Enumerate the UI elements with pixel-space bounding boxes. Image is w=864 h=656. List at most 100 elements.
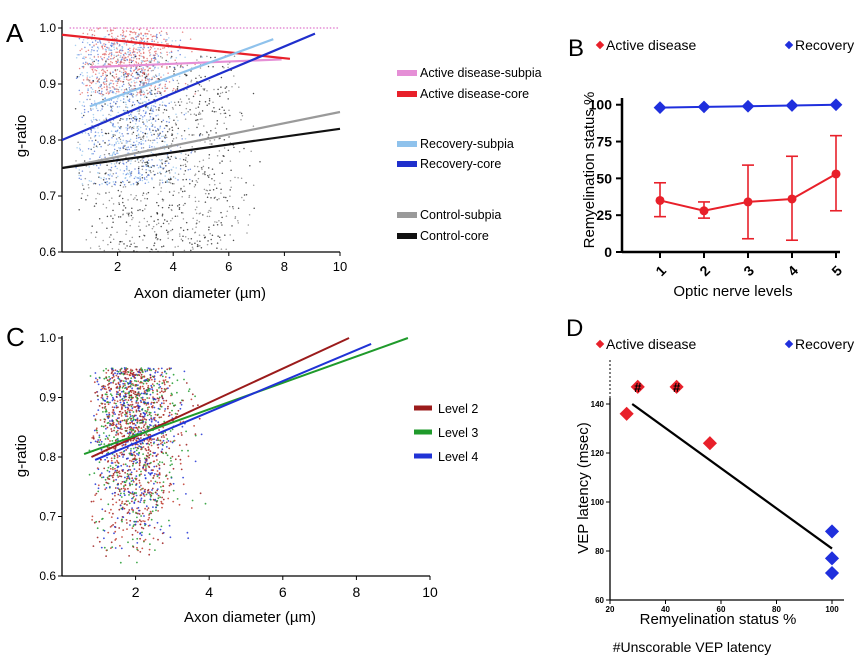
scatter-dot [152, 438, 154, 441]
legend-swatch [397, 141, 417, 147]
scatter-dot [140, 534, 143, 537]
scatter-dot [125, 449, 128, 451]
scatter-dot [90, 29, 93, 31]
scatter-dot [113, 491, 116, 494]
scatter-dot [107, 466, 110, 469]
scatter-dot [208, 215, 211, 218]
scatter-dot [156, 164, 158, 166]
scatter-dot [138, 419, 141, 422]
scatter-dot [123, 492, 125, 495]
scatter-dot [88, 62, 90, 65]
scatter-dot [111, 415, 114, 417]
scatter-dot [116, 454, 119, 457]
scatter-dot [216, 247, 218, 249]
scatter-dot [108, 177, 110, 180]
scatter-dot [126, 129, 129, 131]
scatter-dot [124, 369, 127, 371]
scatter-dot [173, 119, 175, 122]
scatter-dot [159, 391, 162, 394]
scatter-dot [202, 214, 204, 216]
scatter-dot [125, 398, 127, 401]
scatter-dot [175, 113, 177, 116]
scatter-dot [130, 380, 133, 383]
x-tick-label: 2 [132, 584, 140, 600]
scatter-dot [119, 54, 122, 57]
scatter-dot [117, 406, 119, 409]
scatter-dot [123, 78, 125, 81]
scatter-dot [125, 119, 128, 121]
scatter-dot [238, 150, 241, 153]
scatter-dot [196, 59, 198, 61]
scatter-dot [164, 175, 166, 177]
panel-c-y-label: g-ratio [13, 435, 30, 478]
scatter-dot [114, 521, 117, 524]
scatter-dot [108, 434, 111, 437]
scatter-dot [162, 439, 165, 442]
scatter-dot [151, 124, 154, 126]
scatter-dot [104, 45, 106, 48]
scatter-dot [159, 166, 162, 169]
scatter-dot [145, 168, 147, 171]
scatter-dot [111, 89, 113, 92]
scatter-dot [116, 517, 119, 520]
scatter-dot [102, 386, 105, 389]
scatter-dot [134, 115, 136, 118]
scatter-dot [147, 388, 150, 391]
scatter-dot [110, 58, 112, 60]
scatter-dot [103, 70, 105, 72]
scatter-dot [171, 394, 174, 396]
scatter-dot [109, 486, 111, 488]
scatter-dot [118, 45, 120, 47]
scatter-dot [149, 377, 152, 379]
scatter-dot [143, 522, 146, 525]
scatter-dot [169, 178, 171, 181]
scatter-dot [140, 138, 142, 141]
scatter-dot [163, 381, 166, 384]
scatter-dot [170, 143, 173, 145]
scatter-dot [131, 403, 134, 406]
scatter-dot [106, 58, 109, 60]
scatter-dot [160, 500, 163, 503]
scatter-dot [128, 126, 131, 129]
scatter-dot [198, 74, 201, 77]
scatter-dot [172, 194, 174, 197]
scatter-dot [148, 426, 151, 428]
scatter-dot [269, 27, 272, 29]
scatter-dot [165, 32, 168, 35]
scatter-dot [97, 131, 100, 134]
legend-label: Control-subpia [420, 208, 501, 222]
scatter-dot [129, 47, 131, 49]
scatter-dot [118, 90, 120, 93]
scatter-dot [93, 521, 96, 524]
scatter-dot [130, 170, 133, 173]
scatter-dot [126, 411, 129, 413]
scatter-dot [139, 27, 142, 29]
scatter-dot [220, 211, 222, 214]
scatter-dot [145, 442, 148, 445]
scatter-dot [156, 213, 159, 215]
scatter-dot [208, 99, 211, 102]
scatter-dot [165, 136, 168, 139]
scatter-dot [118, 378, 121, 381]
scatter-dot [130, 74, 132, 76]
scatter-dot [110, 428, 113, 430]
y-tick-label: 100 [589, 97, 613, 113]
scatter-dot [92, 27, 95, 29]
scatter-dot [203, 188, 206, 191]
scatter-dot [123, 62, 125, 64]
y-tick-label: 0.6 [39, 569, 56, 583]
scatter-dot [152, 506, 154, 508]
scatter-dot [131, 373, 134, 376]
scatter-dot [179, 39, 182, 42]
scatter-dot [149, 115, 152, 118]
scatter-dot [144, 428, 147, 430]
scatter-dot [194, 151, 196, 153]
scatter-dot [119, 63, 122, 65]
scatter-dot [137, 506, 140, 509]
scatter-dot [195, 223, 198, 225]
scatter-dot [135, 483, 138, 486]
scatter-dot [177, 245, 179, 248]
scatter-dot [81, 104, 84, 107]
scatter-dot [118, 243, 121, 245]
scatter-dot [80, 112, 83, 115]
